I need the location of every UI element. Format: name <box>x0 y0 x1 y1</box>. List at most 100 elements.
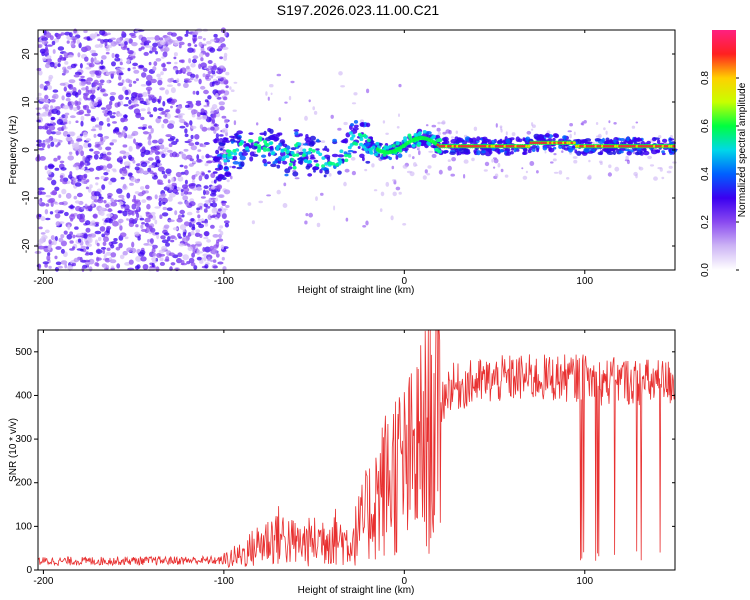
spectral-blob <box>614 166 620 172</box>
spectral-blob <box>253 142 258 147</box>
spectral-blob <box>288 95 292 101</box>
spectral-blob <box>451 157 456 162</box>
spectral-blob <box>136 204 140 210</box>
spectral-blob <box>46 44 53 47</box>
spectral-blob <box>115 53 120 59</box>
spectral-blob <box>65 92 72 98</box>
spectral-blob <box>379 208 383 213</box>
snr-x-tick-label: 100 <box>576 576 593 587</box>
spectral-blob <box>154 219 158 225</box>
spectral-blob <box>118 94 124 101</box>
spectral-blob <box>50 116 56 121</box>
spectral-blob <box>94 59 100 64</box>
spectral-blob <box>558 170 563 175</box>
spectral-blob <box>194 134 200 140</box>
spectral-blob <box>44 165 48 171</box>
spectral-blob <box>76 138 83 142</box>
spectral-blob <box>151 46 157 53</box>
spectral-blob <box>165 168 172 174</box>
spectral-blob <box>623 140 627 144</box>
spectral-blob <box>647 155 652 160</box>
spectral-blob <box>72 246 76 249</box>
spectral-blob <box>450 173 456 177</box>
spectral-blob <box>579 139 586 143</box>
spectral-blob <box>395 155 399 160</box>
spectral-blob <box>161 110 166 115</box>
spectral-blob <box>91 101 98 107</box>
spectral-blob <box>183 82 189 88</box>
spectral-blob <box>105 52 110 55</box>
spectral-blob <box>106 44 113 49</box>
spectral-blob <box>412 156 415 160</box>
spectral-blob <box>140 186 145 190</box>
spectral-blob <box>218 101 225 106</box>
spectral-blob <box>47 111 51 116</box>
spectral-blob <box>48 197 56 203</box>
spectral-blob <box>113 128 120 133</box>
spectral-blob <box>206 239 212 243</box>
spectral-blob <box>152 139 158 144</box>
spectral-blob <box>84 169 91 173</box>
spectral-blob <box>282 160 288 165</box>
spectral-blob <box>66 134 71 138</box>
colorbar-gradient <box>712 30 736 270</box>
spectral-blob <box>76 213 83 220</box>
spectral-blob <box>145 211 150 215</box>
spectral-blob <box>137 236 141 241</box>
spectral-blob <box>276 132 281 137</box>
spectral-blob <box>307 173 313 177</box>
spectral-blob <box>80 248 84 252</box>
spectral-blob <box>158 200 162 207</box>
spectral-blob <box>251 220 255 225</box>
spectral-blob <box>51 179 57 186</box>
spectral-blob <box>344 153 348 158</box>
spectral-blob <box>511 132 516 137</box>
spectral-blob <box>218 65 225 69</box>
spectral-blob <box>73 107 78 112</box>
spectral-blob <box>175 171 182 178</box>
spectral-blob <box>178 243 185 247</box>
spectral-blob <box>108 218 113 224</box>
spectral-blob <box>283 182 287 187</box>
spectral-blob <box>111 61 116 67</box>
spectral-blob <box>213 33 218 38</box>
spectral-blob <box>229 86 232 90</box>
spectral-blob <box>195 110 198 114</box>
spectral-blob <box>97 210 103 214</box>
spectral-blob <box>313 169 316 173</box>
spectral-blob <box>162 51 168 58</box>
spectral-blob <box>205 190 210 195</box>
spectral-blob <box>142 131 149 135</box>
spectral-blob <box>124 236 129 240</box>
spectral-blob <box>207 95 212 100</box>
spectral-blob <box>87 143 92 148</box>
spectral-blob <box>38 214 42 218</box>
spectral-blob <box>104 176 109 181</box>
snr-panel: -200 -100 0 100 0 100 200 300 400 500 Height of s… <box>8 329 676 596</box>
spectral-blob <box>339 149 344 153</box>
spectral-blob <box>171 151 178 158</box>
spectral-blob <box>105 251 112 256</box>
spectral-blob <box>122 183 127 190</box>
spectral-blob <box>569 123 573 127</box>
spectral-blob <box>435 148 439 152</box>
spectral-blob <box>616 141 620 145</box>
spectral-blob <box>185 200 190 207</box>
spectral-blob <box>285 154 290 159</box>
spectral-blob <box>81 179 88 184</box>
spectral-blob <box>417 141 422 146</box>
spectral-blob <box>126 58 131 65</box>
spectral-blob <box>147 157 154 161</box>
spectral-blob <box>224 222 229 228</box>
spectral-blob <box>504 147 511 152</box>
spectral-blob <box>81 87 87 91</box>
spectral-blob <box>63 57 67 61</box>
spectral-blob <box>176 257 182 264</box>
spectral-blob <box>83 29 88 34</box>
spectral-blob <box>444 150 449 154</box>
spectral-blob <box>359 122 365 127</box>
spectral-blob <box>210 75 214 79</box>
spectral-blob <box>403 136 408 140</box>
spectral-blob <box>97 236 102 242</box>
spectral-blob <box>187 138 193 142</box>
